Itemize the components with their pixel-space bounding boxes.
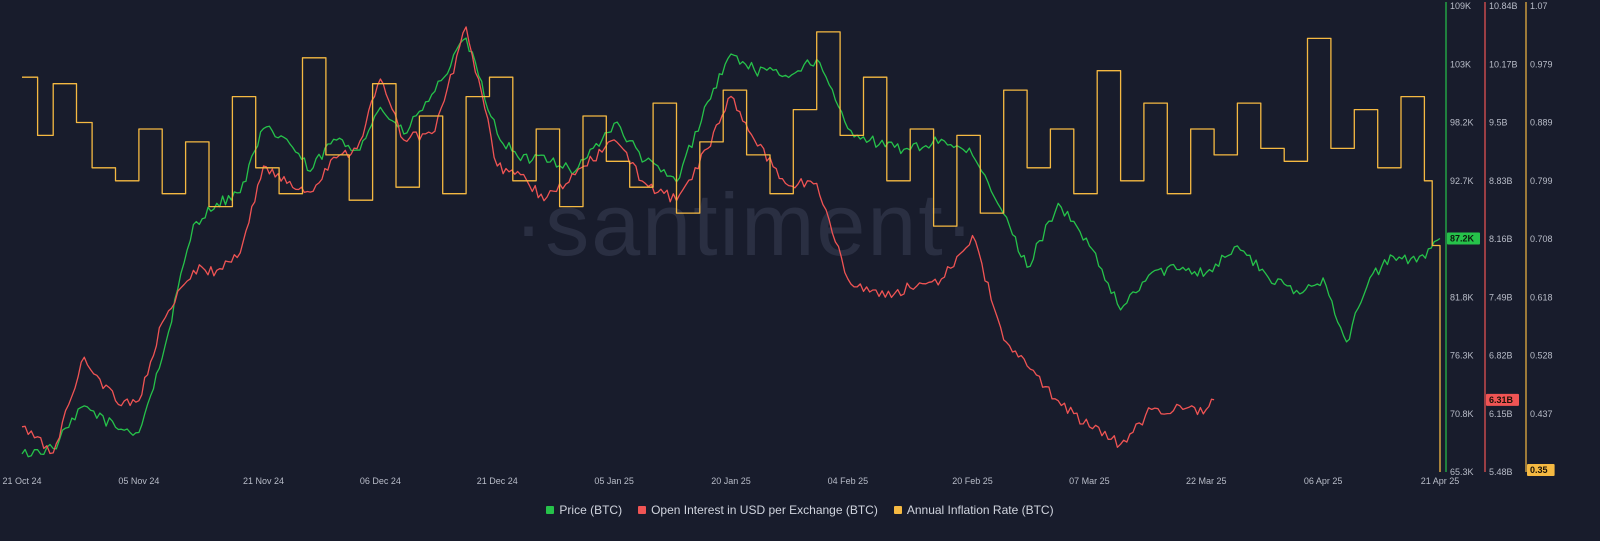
plot-lines — [21, 26, 1441, 472]
axis-tick-label-oi: 6.15B — [1489, 409, 1513, 419]
axis-tick-label-inflation: 0.889 — [1530, 118, 1553, 128]
x-tick-label: 20 Feb 25 — [952, 476, 993, 486]
axis-tick-label-oi: 5.48B — [1489, 467, 1513, 477]
x-tick-label: 06 Apr 25 — [1304, 476, 1343, 486]
axis-tick-label-inflation: 0.708 — [1530, 234, 1553, 244]
x-tick-label: 20 Jan 25 — [711, 476, 751, 486]
axis-tick-label-inflation: 0.799 — [1530, 176, 1553, 186]
axis-tick-label-price: 81.8K — [1450, 292, 1474, 302]
current-value-badge-price — [1447, 232, 1480, 245]
series-line-oi — [21, 26, 1215, 455]
legend-label: Open Interest in USD per Exchange (BTC) — [651, 503, 878, 517]
axis-tick-label-oi: 6.82B — [1489, 351, 1513, 361]
axis-tick-label-price: 92.7K — [1450, 176, 1474, 186]
axis-tick-label-oi: 8.16B — [1489, 234, 1513, 244]
legend-swatch — [638, 506, 647, 514]
x-axis: 21 Oct 24 05 Nov 24 21 Nov 24 06 Dec 24 21 D… — [2, 476, 1459, 486]
axis-tick-label-inflation: 1.07 — [1530, 1, 1548, 11]
x-tick-label: 21 Oct 24 — [2, 476, 41, 486]
y-axes: 109K 103K 98.2K 92.7K 87.2K 81.8K 76.3K 70.8K 65… — [1445, 1, 1555, 477]
x-tick-label: 21 Nov 24 — [243, 476, 284, 486]
current-value-badge-inflation — [1527, 464, 1555, 476]
x-tick-label: 05 Nov 24 — [118, 476, 159, 486]
watermark: ·santiment· — [514, 175, 976, 274]
axis-tick-label-oi: 10.17B — [1489, 59, 1518, 69]
axis-tick-label-oi: 7.49B — [1489, 292, 1513, 302]
axis-tick-label-inflation: 0.618 — [1530, 292, 1553, 302]
axis-tick-label-price: 109K — [1450, 1, 1471, 11]
legend-item-oi[interactable]: Open Interest in USD per Exchange (BTC) — [638, 503, 878, 517]
axis-tick-label-oi: 10.84B — [1489, 1, 1518, 11]
axis-tick-label-price: 76.3K — [1450, 351, 1474, 361]
series-line-inflation — [22, 31, 1441, 472]
x-tick-label: 21 Dec 24 — [477, 476, 518, 486]
current-value-label-price: 87.2K — [1450, 233, 1475, 243]
x-tick-label: 04 Feb 25 — [828, 476, 869, 486]
x-tick-label: 21 Apr 25 — [1421, 476, 1460, 486]
current-value-label-oi: 6.31B — [1489, 395, 1514, 405]
x-tick-label: 05 Jan 25 — [594, 476, 634, 486]
x-tick-label: 06 Dec 24 — [360, 476, 401, 486]
series-line-price — [21, 37, 1441, 458]
axis-tick-label-oi: 9.5B — [1489, 118, 1508, 128]
legend: Price (BTC) Open Interest in USD per Exch… — [0, 500, 1600, 520]
legend-label: Annual Inflation Rate (BTC) — [906, 503, 1054, 517]
legend-swatch — [893, 506, 902, 514]
legend-item-price[interactable]: Price (BTC) — [546, 503, 622, 517]
axis-tick-label-inflation: 0.528 — [1530, 351, 1553, 361]
x-tick-label: 22 Mar 25 — [1186, 476, 1227, 486]
axis-tick-label-oi: 8.83B — [1489, 176, 1513, 186]
current-value-badge-oi — [1486, 393, 1519, 406]
current-value-label-inflation: 0.35 — [1530, 465, 1548, 475]
axis-tick-label-inflation: 0.979 — [1530, 59, 1553, 69]
x-tick-label: 07 Mar 25 — [1069, 476, 1110, 486]
legend-label: Price (BTC) — [559, 503, 623, 517]
axis-tick-label-price: 70.8K — [1450, 409, 1474, 419]
axis-tick-label-price: 98.2K — [1450, 118, 1474, 128]
axis-tick-label-inflation: 0.437 — [1530, 409, 1553, 419]
axis-tick-label-price: 65.3K — [1450, 467, 1474, 477]
legend-swatch — [546, 506, 555, 514]
axis-tick-label-price: 103K — [1450, 59, 1471, 69]
legend-item-inflation[interactable]: Annual Inflation Rate (BTC) — [893, 503, 1054, 517]
